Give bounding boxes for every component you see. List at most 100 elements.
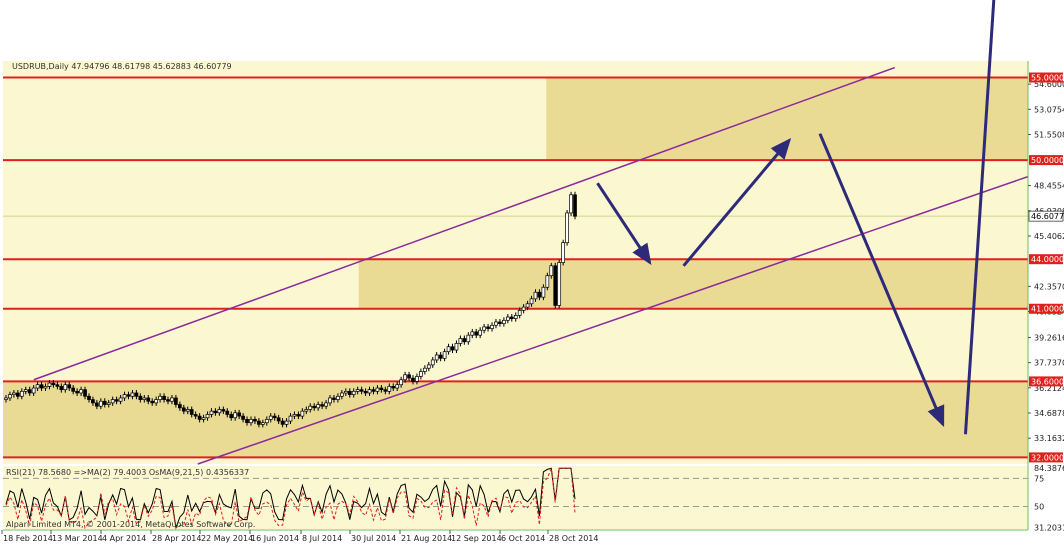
candle-body [300, 410, 305, 417]
candle-body [272, 415, 277, 419]
level-tag-label: 36.60000 [1031, 377, 1064, 386]
candle-body [403, 374, 407, 381]
candle-body [407, 374, 411, 379]
price-tag-bg [1028, 210, 1064, 222]
candle-body [12, 392, 16, 395]
candle-body [75, 390, 79, 394]
y-tick-label: 45.40620 [1034, 232, 1064, 241]
candle-body [87, 395, 91, 400]
x-tick-label: 4 Apr 2014 [102, 534, 146, 543]
forecast-arrow [818, 133, 945, 428]
candle-body [466, 334, 471, 343]
candle-body [260, 422, 265, 425]
candle-body [138, 395, 143, 400]
candle-body [63, 384, 68, 391]
candle-body [221, 409, 226, 412]
candle-body [308, 405, 313, 410]
level-tag-bg [1029, 72, 1063, 83]
candle-body [486, 326, 490, 329]
candle-body [178, 404, 182, 409]
candle-body [257, 420, 261, 425]
candle-body [529, 298, 534, 305]
candle-body [415, 376, 419, 382]
level-tag-bg [1029, 303, 1063, 314]
y-tick-label: 48.45540 [1034, 182, 1064, 191]
candle-body [458, 338, 463, 344]
candle-body [23, 389, 28, 392]
candle-body [268, 415, 273, 420]
candle-body [304, 409, 309, 412]
candle-body [102, 400, 107, 405]
candle-body [91, 399, 95, 404]
x-tick-label: 8 Jul 2014 [302, 534, 342, 543]
candle-body [118, 397, 123, 402]
candle-body [249, 419, 253, 424]
candle-body [292, 414, 297, 417]
candle-body [217, 409, 222, 414]
level-tag-bg [1029, 376, 1063, 387]
rsi-tick-label: 84.3876 [1034, 464, 1064, 473]
candle-body [494, 321, 498, 326]
candle-body [237, 412, 241, 417]
copyright-footer: Alpari Limited MT4, © 2001-2014, MetaQuo… [6, 520, 255, 529]
candle-body [332, 397, 336, 400]
candle-body [205, 414, 210, 419]
candle-body [225, 410, 230, 415]
candle-body [482, 326, 486, 331]
zone-rect [358, 259, 1028, 309]
x-tick-label: 6 Oct 2014 [501, 534, 545, 543]
candle-body [79, 389, 83, 394]
candle-body [312, 405, 317, 409]
x-tick-label: 16 Jun 2014 [251, 534, 299, 543]
candle-body [162, 395, 166, 400]
candle-body [545, 275, 550, 288]
candle-body [426, 364, 431, 369]
candle-body [126, 394, 131, 397]
forecast-arrow [596, 182, 652, 266]
candle-body [134, 392, 139, 397]
candle-body [8, 394, 12, 399]
candle-body [363, 390, 368, 394]
y-tick-label: 39.26160 [1034, 333, 1064, 342]
candle-body [83, 389, 87, 397]
candle-body [422, 367, 427, 372]
candle-body [419, 371, 423, 377]
y-tick-label: 36.21240 [1034, 384, 1064, 393]
candle-body [27, 389, 32, 394]
candle-body [347, 390, 352, 395]
candle-body [557, 262, 562, 306]
y-tick-label: 51.55080 [1034, 130, 1064, 139]
candle-body [284, 420, 289, 425]
candle-body [367, 389, 372, 394]
x-tick-label: 12 Sep 2014 [451, 534, 502, 543]
candle-body [525, 303, 530, 308]
candle-body [213, 410, 218, 414]
candle-body [35, 384, 40, 389]
candle-body [336, 395, 340, 400]
candle-body [411, 377, 415, 382]
candle-body [154, 399, 159, 404]
candle-body [158, 395, 162, 400]
candle-body [569, 194, 573, 214]
candle-body [498, 321, 502, 324]
candle-body [181, 407, 186, 412]
rsi-tick-label: 75 [1034, 474, 1044, 483]
candle-body [110, 399, 115, 404]
candle-body [537, 291, 542, 298]
channel-line-upper [33, 66, 896, 381]
zone-rect [546, 77, 1028, 161]
forecast-arrow [682, 137, 792, 267]
candle-body [478, 329, 483, 336]
candle-body [446, 346, 451, 353]
candle-body [264, 419, 269, 424]
candle-body [328, 397, 332, 404]
candle-body [170, 397, 174, 402]
candle-body [549, 265, 554, 277]
candle-body [517, 310, 522, 316]
candle-body [399, 379, 403, 386]
candle-body [233, 412, 238, 419]
level-tag-label: 41.00000 [1031, 305, 1064, 314]
level-tag-bg [1029, 254, 1063, 265]
candle-body [245, 419, 249, 424]
x-tick-label: 22 May 2014 [201, 534, 253, 543]
